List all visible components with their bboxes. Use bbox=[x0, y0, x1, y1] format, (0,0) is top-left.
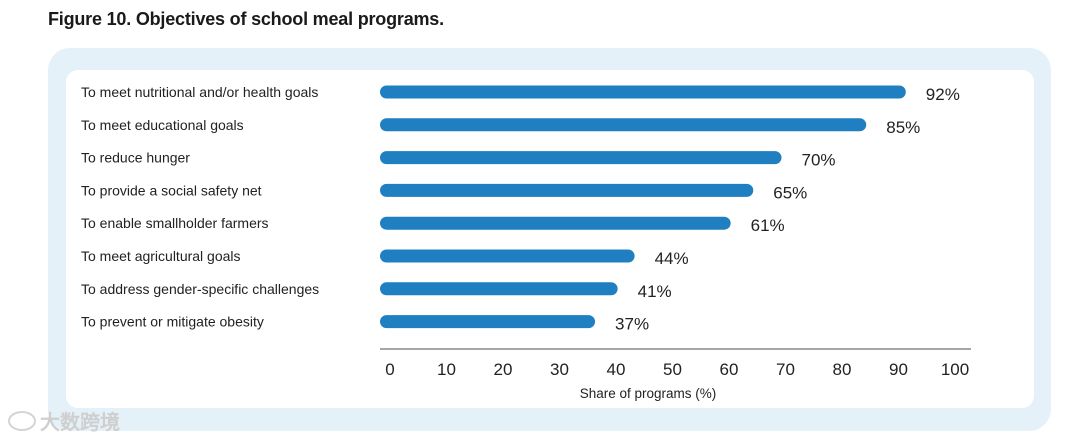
category-label: To meet educational goals bbox=[81, 117, 244, 133]
x-tick-label: 0 bbox=[385, 360, 394, 379]
x-tick-label: 60 bbox=[720, 360, 739, 379]
x-tick-label: 100 bbox=[941, 360, 969, 379]
x-axis-title: Share of programs (%) bbox=[580, 386, 717, 401]
category-label: To address gender-specific challenges bbox=[81, 281, 319, 297]
x-tick-labels-layer: 0 10 20 30 40 50 60 70 80 90 100 bbox=[385, 360, 969, 379]
x-tick-label: 20 bbox=[494, 360, 513, 379]
value-labels-layer: 92% 85% 70% 65% 61% 44% 41% 37% bbox=[615, 85, 960, 334]
bar bbox=[380, 216, 731, 230]
bars-layer bbox=[380, 85, 906, 329]
category-label: To enable smallholder farmers bbox=[81, 215, 269, 231]
watermark: 大数跨境 bbox=[8, 406, 120, 435]
x-tick-label: 50 bbox=[663, 360, 682, 379]
bar bbox=[380, 85, 906, 99]
value-label: 85% bbox=[886, 118, 920, 137]
bar bbox=[380, 315, 596, 329]
value-label: 65% bbox=[773, 183, 807, 202]
x-tick-label: 10 bbox=[437, 360, 456, 379]
value-label: 41% bbox=[638, 282, 672, 301]
category-labels-layer: To meet nutritional and/or health goals T… bbox=[81, 84, 319, 330]
bar bbox=[380, 183, 754, 197]
bar bbox=[380, 282, 618, 296]
bar bbox=[380, 151, 782, 165]
x-tick-label: 40 bbox=[607, 360, 626, 379]
x-tick-label: 70 bbox=[776, 360, 795, 379]
category-label: To provide a social safety net bbox=[81, 182, 262, 198]
watermark-text: 大数跨境 bbox=[40, 412, 120, 434]
value-label: 61% bbox=[751, 216, 785, 235]
figure-title: Figure 10. Objectives of school meal pro… bbox=[48, 9, 444, 29]
bar bbox=[380, 118, 867, 132]
value-label: 44% bbox=[655, 249, 689, 268]
category-label: To meet nutritional and/or health goals bbox=[81, 84, 318, 100]
category-label: To meet agricultural goals bbox=[81, 248, 241, 264]
bar bbox=[380, 249, 635, 263]
value-label: 92% bbox=[926, 85, 960, 104]
value-label: 70% bbox=[802, 151, 836, 170]
x-tick-label: 80 bbox=[833, 360, 852, 379]
x-tick-label: 90 bbox=[889, 360, 908, 379]
cloud-logo-icon bbox=[8, 410, 36, 431]
x-tick-label: 30 bbox=[550, 360, 569, 379]
category-label: To prevent or mitigate obesity bbox=[81, 314, 264, 330]
category-label: To reduce hunger bbox=[81, 150, 190, 166]
value-label: 37% bbox=[615, 315, 649, 334]
